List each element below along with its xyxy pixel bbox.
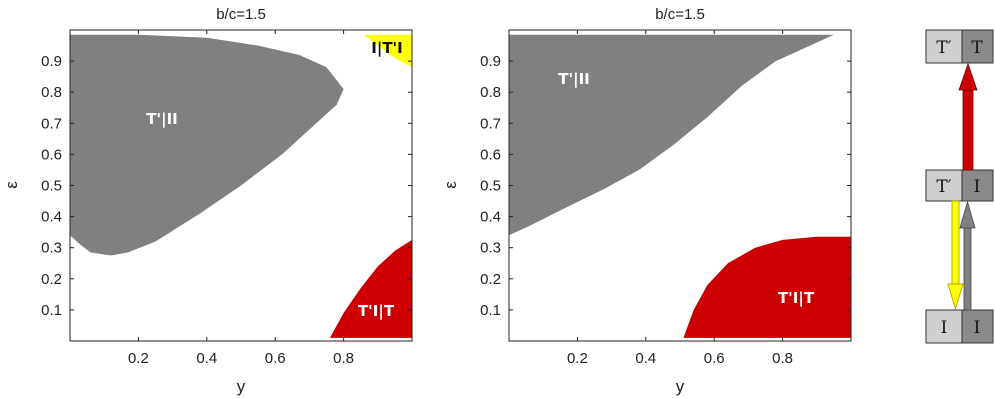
state-bottom-right-label: I	[974, 318, 981, 338]
state-box-middle-left	[925, 169, 963, 202]
state-box-top: T′ T	[925, 29, 994, 64]
panel-right-ytick-label-2: 0.3	[480, 240, 501, 257]
state-box-middle: T′ I	[925, 169, 994, 202]
state-box-bottom: I I	[925, 309, 994, 344]
state-box-bottom-right	[961, 309, 994, 344]
panel-right-gray-region-label: T'|II	[558, 70, 589, 89]
gray-arrow	[959, 200, 976, 311]
panel-right-title: b/c=1.5	[655, 6, 705, 23]
panel-left-xtick-label-3: 0.8	[333, 350, 354, 367]
panel-right-ytick-label-3: 0.4	[480, 209, 501, 226]
panel-right-regions	[509, 34, 851, 338]
panel-left-gray-region-label: T'|II	[146, 110, 177, 129]
panel-left-ytick-label-0: 0.1	[41, 302, 62, 319]
panel-left-ylabel: ε	[2, 181, 21, 189]
panel-right-ytick-label-1: 0.2	[480, 271, 501, 288]
panel-right-ytick-label-7: 0.8	[480, 84, 501, 101]
state-box-top-right	[961, 29, 994, 64]
panel-left-regions	[70, 34, 412, 338]
panel-left-ytick-label-1: 0.2	[41, 271, 62, 288]
panel-left-yellow-region-label: I|T'I	[371, 39, 402, 58]
panel-left-yticks: 0.1 0.2 0.3 0.4 0.5 0.6 0.7 0.8 0.9	[41, 53, 412, 319]
panel-right-ylabel: ε	[441, 181, 460, 189]
panel-right-xticks: 0.2 0.4 0.6 0.8	[567, 30, 793, 367]
panel-right-xtick-label-0: 0.2	[567, 350, 588, 367]
panel-right-ytick-label-6: 0.7	[480, 115, 501, 132]
panel-left-region-1	[364, 34, 412, 68]
panel-left-ytick-label-4: 0.5	[41, 178, 62, 195]
panel-left-region-2	[329, 239, 412, 338]
panel-left-title: b/c=1.5	[216, 6, 266, 23]
panel-right-ytick-label-5: 0.6	[480, 146, 501, 163]
state-middle-left-label: T′	[936, 177, 951, 197]
panel-left-xticks: 0.2 0.4 0.6 0.8	[128, 30, 354, 367]
panel-right-xlabel: y	[676, 377, 685, 396]
panel-left-ytick-label-8: 0.9	[41, 53, 62, 70]
panel-left-ytick-label-5: 0.6	[41, 146, 62, 163]
panel-left-ytick-label-6: 0.7	[41, 115, 62, 132]
panel-left-xtick-label-2: 0.6	[265, 350, 286, 367]
red-arrow	[958, 62, 978, 171]
yellow-arrow	[947, 200, 964, 311]
state-box-top-left	[925, 29, 963, 64]
panel-left-red-region-label: T'I|T	[358, 302, 395, 321]
state-diagram: T′ T T′ I I I	[925, 29, 994, 344]
panel-right-ytick-label-4: 0.5	[480, 178, 501, 195]
panel-right-region-0	[509, 34, 834, 236]
state-middle-right-label: I	[974, 177, 981, 197]
panel-left: b/c=1.5 0.2 0.4 0.6 0.8 0.10.20.30.40.50.60…	[2, 6, 413, 396]
panel-left-ytick-label-7: 0.8	[41, 84, 62, 101]
panel-left-ytick-label-2: 0.3	[41, 240, 62, 257]
state-bottom-left-label: I	[941, 318, 948, 338]
state-box-middle-right	[961, 169, 994, 202]
state-top-left-label: T′	[936, 38, 951, 58]
panel-left-xtick-label-1: 0.4	[196, 350, 217, 367]
panel-right-ytick-label-0: 0.1	[480, 302, 501, 319]
panel-left-ytick-label-3: 0.4	[41, 209, 62, 226]
panel-left-xlabel: y	[237, 377, 246, 396]
state-top-right-label: T	[971, 38, 983, 58]
panel-right: b/c=1.5 0.2 0.4 0.6 0.8 0.10.20.30.40.50.60…	[441, 6, 852, 396]
panel-right-region-1	[683, 236, 851, 338]
panel-right-yticks: 0.1 0.2 0.3 0.4 0.5 0.6 0.7 0.8 0.9	[480, 53, 851, 319]
panel-right-red-region-label: T'I|T	[778, 289, 815, 308]
panel-right-xtick-label-2: 0.6	[704, 350, 725, 367]
panel-left-region-0	[70, 34, 344, 256]
panel-right-xtick-label-3: 0.8	[772, 350, 793, 367]
panel-right-xtick-label-1: 0.4	[635, 350, 656, 367]
panel-left-xtick-label-0: 0.2	[128, 350, 149, 367]
panel-right-ytick-label-8: 0.9	[480, 53, 501, 70]
